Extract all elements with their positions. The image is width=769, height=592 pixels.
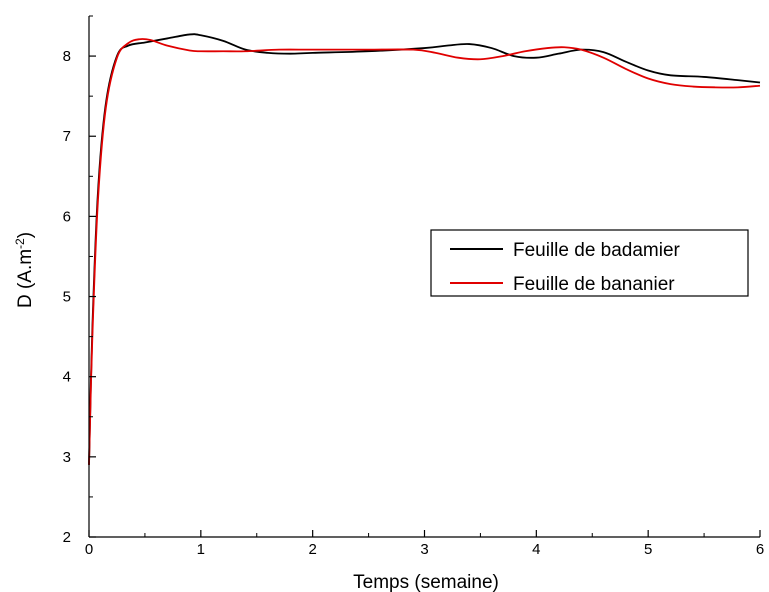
x-tick-label-6: 6 bbox=[756, 541, 764, 558]
y-axis-label-superscript: -2 bbox=[13, 238, 27, 249]
x-tick-label-4: 4 bbox=[532, 541, 540, 558]
legend-label-badamier: Feuille de badamier bbox=[513, 240, 681, 261]
y-tick-label-0: 2 bbox=[63, 529, 71, 546]
y-tick-label-6: 8 bbox=[63, 48, 71, 65]
x-tick-label-5: 5 bbox=[644, 541, 652, 558]
x-tick-label-0: 0 bbox=[85, 541, 93, 558]
plot-lines bbox=[88, 33, 761, 465]
x-axis-label: Temps (semaine) bbox=[353, 572, 499, 592]
y-tick-label-1: 3 bbox=[63, 449, 71, 466]
x-tick-label-3: 3 bbox=[420, 541, 428, 558]
y-axis-label: D (A.m-2) bbox=[13, 232, 36, 308]
y-axis-label-suffix: ) bbox=[15, 232, 36, 238]
series-line-1 bbox=[88, 38, 761, 465]
legend: Feuille de badamier Feuille de bananier bbox=[430, 229, 749, 297]
y-tick-label-3: 5 bbox=[63, 289, 71, 306]
y-tick-label-4: 6 bbox=[63, 208, 71, 225]
legend-box bbox=[430, 229, 749, 297]
y-tick-label-2: 4 bbox=[63, 369, 71, 386]
y-axis-label-main: D (A.m bbox=[15, 249, 36, 308]
y-tick-label-5: 7 bbox=[63, 128, 71, 145]
legend-label-bananier: Feuille de bananier bbox=[513, 274, 675, 295]
ticks: 0 1 2 3 4 5 6 2 3 4 5 6 7 8 bbox=[63, 15, 764, 558]
x-tick-label-2: 2 bbox=[308, 541, 316, 558]
x-tick-label-1: 1 bbox=[197, 541, 205, 558]
